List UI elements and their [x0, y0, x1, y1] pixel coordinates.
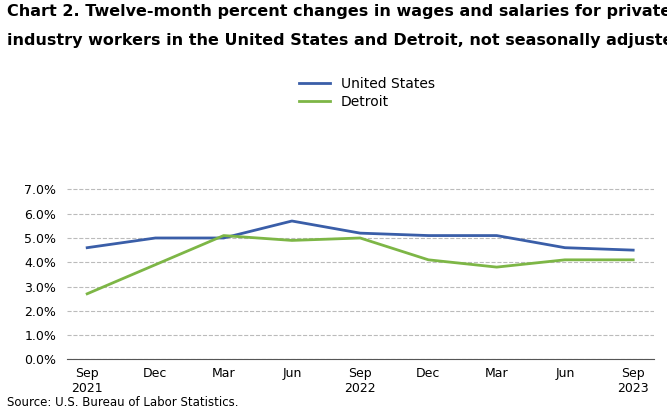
Text: Chart 2. Twelve-month percent changes in wages and salaries for private: Chart 2. Twelve-month percent changes in…	[7, 4, 667, 19]
Text: Source: U.S. Bureau of Labor Statistics.: Source: U.S. Bureau of Labor Statistics.	[7, 396, 238, 409]
Legend: United States, Detroit: United States, Detroit	[299, 77, 435, 109]
Text: industry workers in the United States and Detroit, not seasonally adjusted: industry workers in the United States an…	[7, 33, 667, 48]
